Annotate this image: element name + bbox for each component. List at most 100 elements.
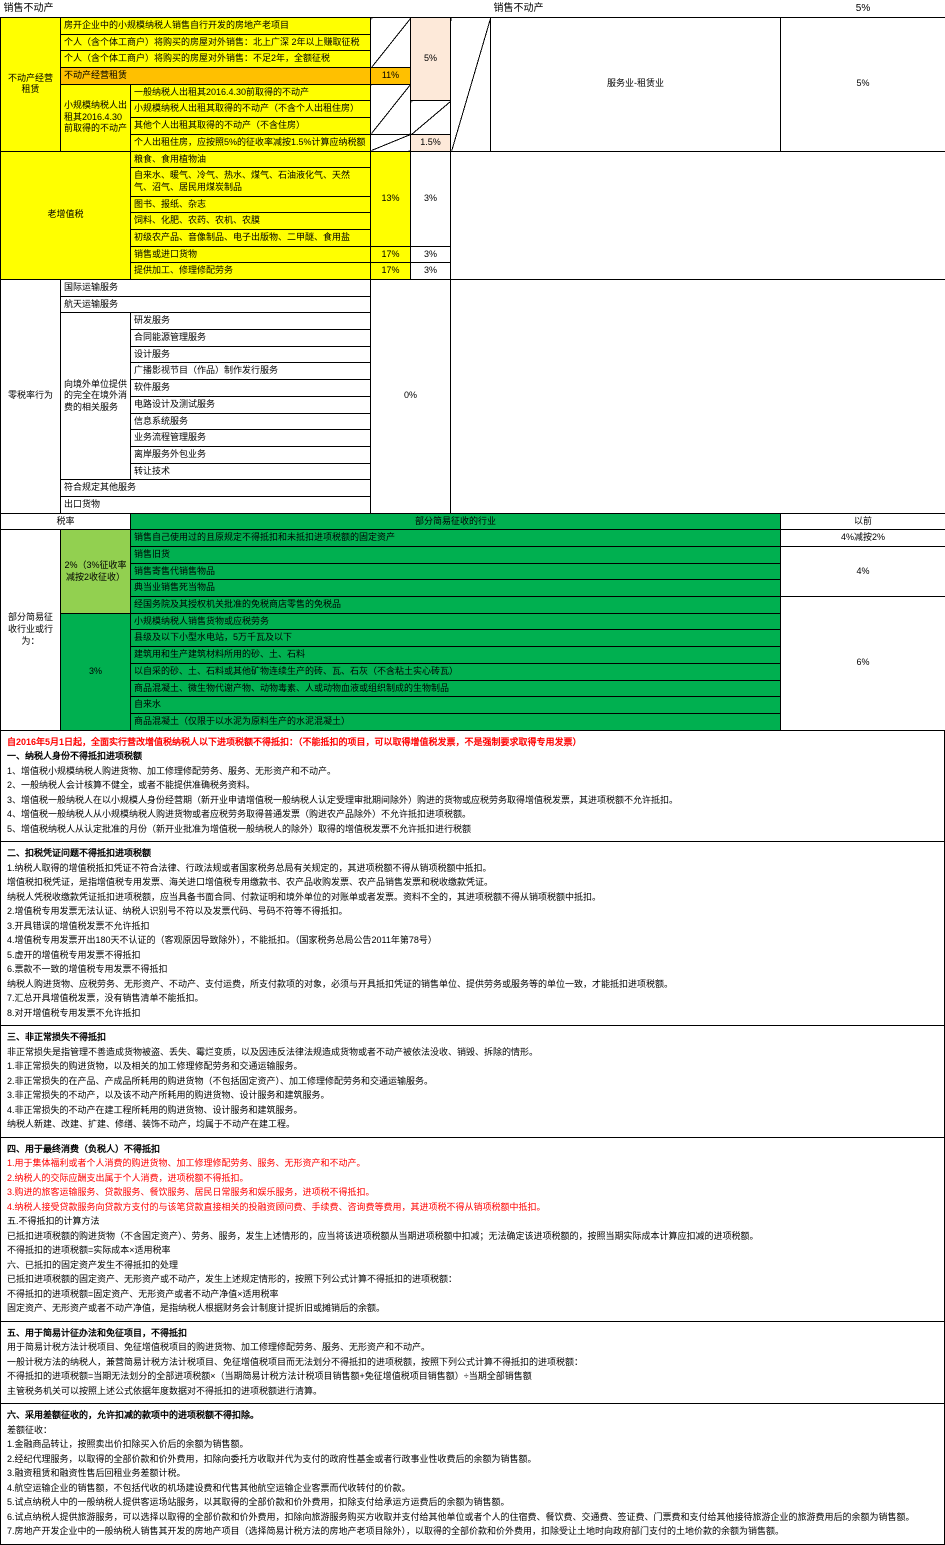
row-text: 提供加工、修理修配劳务: [131, 263, 371, 280]
note-line: 3.开具错误的增值税发票不允许抵扣: [7, 920, 938, 934]
zero-rate-label: 零税率行为: [1, 280, 61, 514]
note-line: 4.增值税专用发票开出180天不认证的（客观原因导致除外），不能抵扣。（国家税务…: [7, 934, 938, 948]
note-line: 五.不得抵扣的计算方法: [7, 1215, 938, 1229]
realestate-lease-label: 不动产经营租赁: [1, 18, 61, 152]
row-text: 自来水: [131, 697, 781, 714]
sec6-sub: 差额征收：: [7, 1424, 938, 1438]
row-text: 航天运输服务: [61, 296, 371, 313]
notes-section: 自2016年5月1日起，全面实行营改增值税纳税人以下进项税额不得抵扣：（不能抵扣…: [0, 731, 945, 843]
row-text: 不动产经营租赁: [61, 68, 371, 85]
row-text: 符合规定其他服务: [61, 480, 371, 497]
note-line: 7.汇总开具增值税发票，没有销售清单不能抵扣。: [7, 992, 938, 1006]
sec1-title: 一、纳税人身份不得抵扣进项税额: [7, 750, 938, 764]
note-line: 2.增值税专用发票无法认证、纳税人识别号不符以及发票代码、号码不符等不得抵扣。: [7, 905, 938, 919]
empty: [451, 151, 945, 280]
note-line: 6.票款不一致的增值税专用发票不得抵扣: [7, 963, 938, 977]
old-rate-6: 6%: [781, 597, 945, 731]
note-line: 2.非正常损失的在产品、产成品所耗用的购进货物（不包括固定资产）、加工修理修配劳…: [7, 1075, 938, 1089]
row-text: 设计服务: [131, 346, 371, 363]
note-line: 已抵扣进项税额的固定资产、无形资产或不动产，发生上述规定情形的，按照下列公式计算…: [7, 1273, 938, 1287]
row-text: 销售寄售代销售物品: [131, 563, 781, 580]
row-text: 县级及以下小型水电站，5万千瓦及以下: [131, 630, 781, 647]
diag-cell: [411, 101, 451, 134]
row-text: 建筑用和生产建筑材料所用的砂、土、石料: [131, 647, 781, 664]
note-line: 5.试点纳税人中的一般纳税人提供客运场站服务，以其取得的全部价款和价外费用，扣除…: [7, 1496, 938, 1510]
rate-3: 3%: [411, 151, 451, 246]
row-text: 小规模纳税人销售货物或应税劳务: [131, 613, 781, 630]
row-text: 饲料、化肥、农药、农机、农膜: [131, 213, 371, 230]
sec4-title: 四、用于最终消费（负税人）不得抵扣: [7, 1143, 938, 1157]
row-text: 商品混凝土、微生物代谢产物、动物毒素、人或动物血液或组织制成的生物制品: [131, 680, 781, 697]
note-line: 7.房地产开发企业中的一般纳税人销售其开发的房地产项目（选择简易计税方法的房地产…: [7, 1525, 938, 1539]
note-line: 3.非正常损失的不动产，以及该不动产所耗用的购进货物、设计服务和建筑服务。: [7, 1089, 938, 1103]
rate-11: 11%: [371, 68, 411, 85]
row-text: 个人（含个体工商户）将购买的房屋对外销售：北上广深 2年以上赚取征税: [61, 34, 371, 51]
notes-section-6: 六、采用差额征收的，允许扣减的款项中的进项税额不得扣除。 差额征收： 1.金融商…: [0, 1404, 945, 1545]
note-line: 不得抵扣的进项税额=当期无法划分的全部进项税额×（当期简易计税方法计税项目销售额…: [7, 1370, 938, 1384]
simple-tax-rate-hdr: 税率: [1, 513, 131, 530]
note-line: 已抵扣进项税额的购进货物（不含固定资产）、劳务、服务，发生上述情形的，应当将该进…: [7, 1230, 938, 1244]
row-text: 销售或进口货物: [131, 246, 371, 263]
row-text: 信息系统服务: [131, 413, 371, 430]
sec2-title: 二、扣税凭证问题不得抵扣进项税额: [7, 847, 938, 861]
note-line: 1、增值税小规模纳税人购进货物、加工修理修配劳务、服务、无形资产和不动产。: [7, 765, 938, 779]
overseas-service-label: 向境外单位提供的完全在境外消费的相关服务: [61, 313, 131, 480]
rate-17: 17%: [371, 246, 411, 263]
simple-tax-right-hdr: 以前: [781, 513, 945, 530]
note-line: 2、一般纳税人会计核算不健全，或者不能提供准确税务资料。: [7, 779, 938, 793]
row-text: 典当业销售死当物品: [131, 580, 781, 597]
note-line: 增值税扣税凭证，是指增值税专用发票、海关进口增值税专用缴款书、农产品收购发票、农…: [7, 876, 938, 890]
note-line: 固定资产、无形资产或者不动产净值，是指纳税人根据财务会计制度计提折旧或摊销后的余…: [7, 1302, 938, 1316]
note-line: 纳税人凭税收缴款凭证抵扣进项税额，应当具备书面合同、付款证明和境外单位的对账单或…: [7, 891, 938, 905]
old-rate: 4%减按2%: [781, 530, 945, 547]
sec3-title: 三、非正常损失不得抵扣: [7, 1031, 938, 1045]
note-line: 用于简易计税方法计税项目、免征增值税项目的购进货物、加工修理修配劳务、服务、无形…: [7, 1341, 938, 1355]
row-text: 广播影视节目（作品）制作发行服务: [131, 363, 371, 380]
old-vat-label: 老增值税: [1, 151, 131, 280]
note-line: 4、增值税一般纳税人从小规模纳税人购进货物或者应税劳务取得普通发票（购进农产品除…: [7, 808, 938, 822]
note-line: 3、增值税一般纳税人在以小规模人身份经营期（新开业申请增值税一般纳税人认定受理审…: [7, 794, 938, 808]
note-line: 5、增值税纳税人从认定批准的月份（新开业批准为增值税一般纳税人的除外）取得的增值…: [7, 823, 938, 837]
group1-label: 2%（3%征收率减按2收征收）: [61, 530, 131, 613]
row-text: 小规模纳税人出租其取得的不动产（不含个人出租住房）: [131, 101, 371, 118]
row-text: 个人出租住房，应按照5%的征收率减按1.5%计算应纳税额: [131, 134, 371, 151]
simple-tax-mid-hdr: 部分简易征收的行业: [131, 513, 781, 530]
note-line: 5.虚开的增值税专用发票不得抵扣: [7, 949, 938, 963]
row-text: 粮食、食用植物油: [131, 151, 371, 168]
note-line: 1.纳税人取得的增值税抵扣凭证不符合法律、行政法规或者国家税务总局有关规定的，其…: [7, 862, 938, 876]
header-left: 销售不动产: [1, 0, 371, 18]
header-mid: 销售不动产: [491, 0, 781, 18]
note-line: 4.航空运输企业的销售额，不包括代收的机场建设费和代售其他航空运输企业客票而代收…: [7, 1482, 938, 1496]
group2-label: 3%: [61, 613, 131, 730]
row-text: 一般纳税人出租其2016.4.30前取得的不动产: [131, 84, 371, 101]
rate-3b: 3%: [411, 246, 451, 263]
notes-section-4: 四、用于最终消费（负税人）不得抵扣 1.用于集体福利或者个人消费的购进货物、加工…: [0, 1138, 945, 1322]
row-text: 合同能源管理服务: [131, 330, 371, 347]
row-text: 商品混凝土（仅限于以水泥为原料生产的水泥混凝土）: [131, 713, 781, 730]
diag-cell: [451, 18, 491, 152]
rate-17b: 17%: [371, 263, 411, 280]
rate-1-5: 1.5%: [411, 134, 451, 151]
row-text: 电路设计及测试服务: [131, 396, 371, 413]
diag-cell: [371, 18, 411, 68]
service-lease: 服务业-租赁业: [491, 18, 781, 152]
row-text: 房开企业中的小规模纳税人销售自行开发的房地产老项目: [61, 18, 371, 35]
diag-cell: [371, 84, 411, 134]
note-line: 纳税人新建、改建、扩建、修缮、装饰不动产，均属于不动产在建工程。: [7, 1118, 938, 1132]
row-text: 经国务院及其授权机关批准的免税商店零售的免税品: [131, 597, 781, 614]
empty: [451, 280, 945, 514]
header-right: 5%: [781, 0, 945, 18]
old-rate-4: 4%: [781, 547, 945, 597]
rate-5-right: 5%: [781, 18, 945, 152]
row-text: 自来水、暖气、冷气、热水、煤气、石油液化气、天然气、沼气、居民用煤炭制品: [131, 168, 371, 196]
row-text: 软件服务: [131, 380, 371, 397]
note-line: 4.纳税人接受贷款服务向贷款方支付的与该笔贷款直接相关的投融资顾问费、手续费、咨…: [7, 1201, 938, 1215]
row-text: 转让技术: [131, 463, 371, 480]
row-text: 研发服务: [131, 313, 371, 330]
row-text: 以自采的砂、土、石料或其他矿物连续生产的砖、瓦、石灰（不含粘土实心砖瓦）: [131, 663, 781, 680]
note-line: 非正常损失是指管理不善造成货物被盗、丢失、霉烂变质，以及因违反法律法规造成货物或…: [7, 1046, 938, 1060]
diag-cell: [371, 134, 411, 151]
notes-title: 自2016年5月1日起，全面实行营改增值税纳税人以下进项税额不得抵扣：（不能抵扣…: [7, 736, 938, 750]
row-text: 离岸服务外包业务: [131, 446, 371, 463]
row-text: 个人（含个体工商户）将购买的房屋对外销售：不足2年，全额征税: [61, 51, 371, 68]
